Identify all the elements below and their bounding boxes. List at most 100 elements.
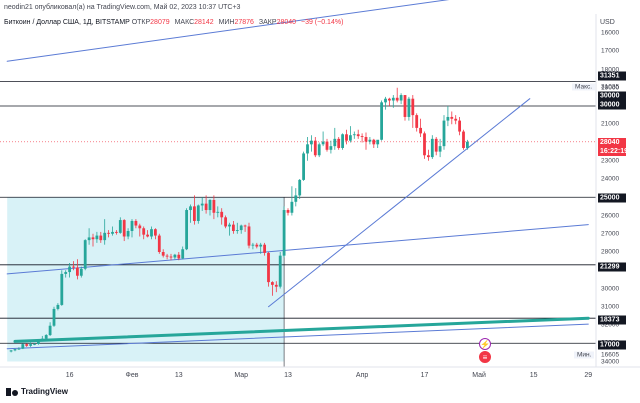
candle (341, 133, 344, 150)
candle (68, 262, 71, 278)
price-tick-label: 18000 (601, 66, 620, 73)
candle-body (130, 220, 134, 232)
candle (220, 208, 224, 225)
candle-body (48, 325, 52, 336)
candle-body (282, 210, 286, 256)
candle (466, 139, 469, 150)
event-flag-icon[interactable]: ≡ (479, 351, 491, 363)
candle-body (337, 138, 341, 148)
tradingview-logo-icon (6, 387, 18, 396)
candle (134, 219, 138, 229)
candle (161, 249, 165, 258)
candle (95, 231, 99, 243)
price-tick-label: 17000 (601, 47, 620, 55)
candle-body (290, 201, 294, 213)
time-tick-label: 15 (529, 372, 538, 379)
candle-body (83, 240, 87, 269)
candle-body (380, 102, 383, 140)
candle-body (313, 140, 317, 156)
candle-body (384, 98, 387, 103)
candle-body (56, 304, 60, 309)
symbol-title[interactable]: Биткоин / Доллар США, 1Д, BITSTAMP (4, 19, 130, 26)
candle (352, 131, 356, 139)
candle-body (150, 229, 153, 237)
candle (204, 195, 208, 214)
candle (146, 230, 149, 238)
candle (313, 137, 317, 158)
candle (454, 115, 458, 125)
candle (64, 270, 68, 278)
event-split-icon[interactable]: ⚡ (479, 338, 491, 350)
candle-body (446, 116, 450, 121)
candle-body (263, 244, 266, 253)
candle-body (118, 220, 122, 233)
candle (337, 137, 341, 150)
candle (298, 179, 302, 200)
candle (212, 195, 216, 220)
level-badge-31351: 31351 (598, 71, 626, 81)
candle-body (52, 308, 56, 326)
candle-body (154, 229, 157, 236)
candle-body (169, 256, 173, 258)
horizontal-levels (0, 80, 596, 344)
candle-body (134, 220, 138, 226)
candle (423, 131, 426, 159)
candle (216, 206, 220, 218)
candle (407, 96, 411, 121)
level-badge-25000: 25000 (598, 193, 626, 203)
candle-body (87, 237, 91, 241)
candle-body (442, 120, 446, 147)
candle (399, 93, 403, 105)
candle (193, 195, 196, 225)
tradingview-logo[interactable]: TradingView (6, 387, 68, 396)
candle-body (177, 254, 181, 259)
candle-body (458, 120, 461, 132)
candle-body (138, 225, 142, 229)
candle-body (103, 232, 107, 241)
candle (157, 233, 161, 254)
candle-body (40, 338, 44, 341)
candle-body (181, 249, 185, 259)
candle (13, 348, 17, 352)
candle-body (360, 136, 364, 138)
tradingview-logo-text: TradingView (21, 387, 68, 396)
price-tick-label: 32000 (601, 321, 620, 329)
candle (376, 139, 380, 148)
candle (208, 199, 212, 216)
candle (177, 252, 181, 261)
candle-body (196, 205, 200, 221)
candle (48, 322, 52, 336)
candle (115, 230, 118, 235)
candle-body (274, 284, 278, 287)
candle (438, 138, 442, 158)
level-badge-18373: 18373 (598, 315, 626, 325)
candle (150, 226, 153, 240)
candle-body (438, 146, 442, 152)
candle (21, 343, 25, 350)
candle-body (146, 234, 149, 237)
price-tick-label: 19000 (601, 84, 620, 92)
time-tick-label: 29 (584, 372, 593, 379)
currency-label[interactable]: USD (600, 19, 615, 26)
price-tick-label: 34000 (601, 358, 620, 365)
candle (267, 252, 270, 287)
candle (52, 306, 56, 327)
candle (446, 106, 450, 127)
time-tick-label: 13 (284, 372, 292, 379)
candle (40, 335, 44, 342)
time-tick-label: Фев (125, 372, 139, 379)
candle-body (220, 211, 224, 218)
candle (99, 231, 103, 243)
ohlc-change: −39 (−0.14%) (300, 19, 344, 26)
candle (368, 137, 372, 145)
candle (282, 206, 286, 258)
candle-body (466, 141, 469, 148)
candle-body (352, 134, 356, 136)
candle-body (9, 350, 13, 352)
candle-body (224, 217, 227, 227)
candle (169, 253, 173, 261)
candle (235, 222, 239, 234)
candle-body (115, 231, 118, 233)
trendline-1 (268, 98, 531, 308)
